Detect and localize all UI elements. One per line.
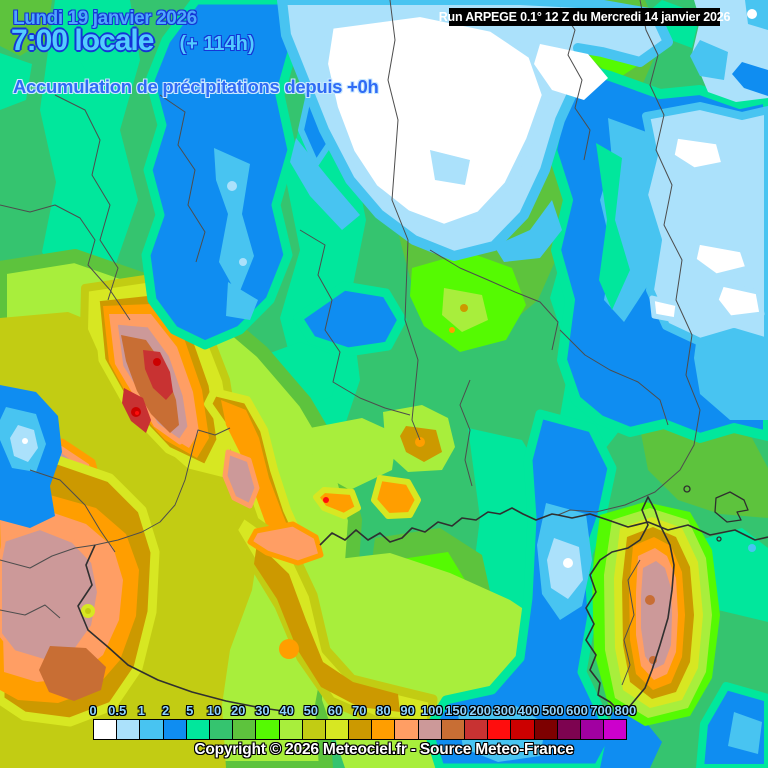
map-coastlines <box>77 485 768 713</box>
model-run-info: Run ARPEGE 0.1° 12 Z du Mercredi 14 janv… <box>438 8 731 26</box>
forecast-hour-offset: (+ 114h) <box>179 33 255 55</box>
map-subtitle: Accumulation de précipitations depuis +0… <box>13 76 379 97</box>
map-dry-alpine-zones <box>277 0 768 346</box>
forecast-date: Lundi 19 janvier 2026 <box>13 8 197 29</box>
map-heavy-rain-southwest <box>0 249 572 768</box>
forecast-time-row: 7:00 locale (+ 114h) <box>11 24 254 58</box>
forecast-time: 7:00 locale <box>11 24 154 57</box>
copyright: Copyright © 2026 Meteociel.fr - Source M… <box>194 741 574 758</box>
map-corsica-rain-maximum <box>592 502 720 726</box>
map-borders <box>0 0 701 686</box>
